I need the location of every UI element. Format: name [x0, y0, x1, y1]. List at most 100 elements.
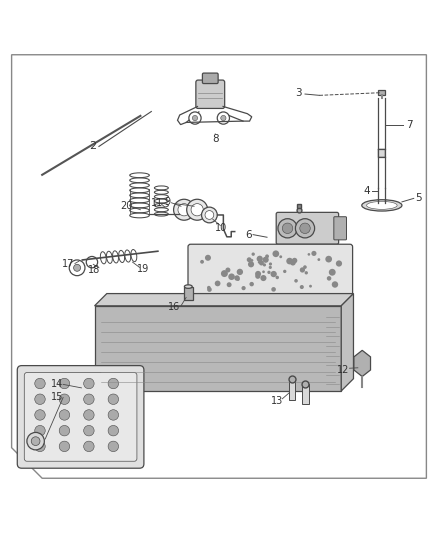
- Circle shape: [207, 287, 212, 292]
- Text: 9: 9: [164, 197, 170, 207]
- FancyBboxPatch shape: [188, 244, 353, 297]
- Circle shape: [35, 378, 45, 389]
- Circle shape: [27, 432, 44, 450]
- Circle shape: [336, 261, 342, 266]
- Circle shape: [74, 264, 81, 271]
- Circle shape: [241, 286, 246, 290]
- Circle shape: [108, 394, 119, 405]
- Circle shape: [200, 260, 204, 264]
- Circle shape: [290, 260, 296, 265]
- Circle shape: [84, 410, 94, 420]
- Circle shape: [69, 260, 85, 276]
- Text: 6: 6: [245, 230, 251, 240]
- Polygon shape: [354, 350, 371, 376]
- Ellipse shape: [362, 200, 402, 211]
- Circle shape: [249, 282, 254, 286]
- FancyBboxPatch shape: [24, 373, 137, 461]
- Circle shape: [84, 441, 94, 451]
- Circle shape: [108, 425, 119, 436]
- Circle shape: [292, 258, 297, 263]
- Circle shape: [309, 285, 312, 288]
- Circle shape: [59, 441, 70, 451]
- Circle shape: [258, 261, 261, 264]
- Circle shape: [35, 425, 45, 436]
- Circle shape: [247, 257, 252, 262]
- Polygon shape: [341, 294, 353, 391]
- Circle shape: [237, 278, 240, 281]
- Text: 18: 18: [88, 264, 101, 274]
- Circle shape: [207, 286, 211, 289]
- Circle shape: [318, 258, 320, 261]
- Circle shape: [262, 270, 265, 273]
- Circle shape: [108, 378, 119, 389]
- FancyBboxPatch shape: [202, 73, 218, 84]
- Circle shape: [265, 254, 269, 259]
- Circle shape: [191, 204, 203, 216]
- Circle shape: [251, 253, 255, 256]
- Circle shape: [300, 268, 305, 272]
- Circle shape: [267, 271, 271, 274]
- Circle shape: [59, 394, 70, 405]
- Circle shape: [35, 394, 45, 405]
- Circle shape: [205, 211, 214, 220]
- Circle shape: [255, 271, 261, 277]
- Circle shape: [192, 116, 198, 120]
- Text: 14: 14: [51, 378, 64, 389]
- Circle shape: [35, 410, 45, 420]
- Text: 7: 7: [406, 120, 412, 131]
- Circle shape: [271, 287, 276, 292]
- Circle shape: [108, 441, 119, 451]
- Text: 8: 8: [212, 134, 219, 144]
- Circle shape: [205, 255, 211, 261]
- Circle shape: [178, 204, 190, 216]
- Circle shape: [255, 273, 261, 279]
- Bar: [184, 287, 193, 300]
- FancyBboxPatch shape: [334, 217, 346, 240]
- Circle shape: [327, 276, 331, 281]
- Text: 5: 5: [415, 193, 422, 204]
- Circle shape: [234, 276, 240, 281]
- Circle shape: [59, 410, 70, 420]
- Circle shape: [311, 251, 317, 256]
- Circle shape: [226, 282, 232, 287]
- Circle shape: [283, 270, 286, 273]
- Circle shape: [268, 266, 272, 269]
- Circle shape: [294, 279, 298, 282]
- Ellipse shape: [367, 201, 397, 209]
- Circle shape: [259, 261, 264, 265]
- Circle shape: [221, 116, 226, 120]
- Circle shape: [269, 262, 272, 265]
- Ellipse shape: [184, 285, 192, 288]
- Circle shape: [226, 268, 230, 272]
- Text: 3: 3: [295, 88, 302, 98]
- Circle shape: [276, 276, 279, 279]
- Circle shape: [86, 256, 98, 268]
- Circle shape: [307, 253, 310, 256]
- Circle shape: [31, 437, 40, 446]
- Circle shape: [84, 425, 94, 436]
- Circle shape: [303, 265, 307, 269]
- Bar: [289, 380, 295, 400]
- FancyBboxPatch shape: [196, 80, 225, 108]
- Text: 16: 16: [168, 302, 180, 312]
- Circle shape: [325, 256, 332, 262]
- Circle shape: [187, 199, 208, 220]
- Circle shape: [215, 280, 220, 286]
- Circle shape: [59, 378, 70, 389]
- Bar: [378, 90, 385, 95]
- Bar: [302, 384, 308, 404]
- Text: 11: 11: [151, 198, 163, 208]
- Circle shape: [279, 255, 282, 258]
- Text: 12: 12: [337, 365, 350, 375]
- Circle shape: [189, 112, 201, 124]
- Circle shape: [228, 273, 235, 280]
- Circle shape: [237, 269, 243, 275]
- Circle shape: [84, 394, 94, 405]
- Circle shape: [295, 219, 314, 238]
- Circle shape: [35, 441, 45, 451]
- Circle shape: [304, 271, 308, 274]
- Circle shape: [300, 285, 304, 289]
- Text: 2: 2: [89, 141, 96, 151]
- Circle shape: [328, 257, 331, 260]
- Bar: [95, 306, 341, 391]
